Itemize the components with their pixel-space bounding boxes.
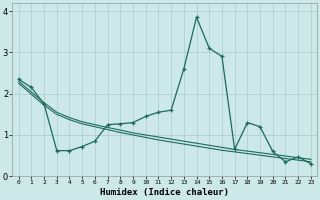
X-axis label: Humidex (Indice chaleur): Humidex (Indice chaleur) [100, 188, 229, 197]
